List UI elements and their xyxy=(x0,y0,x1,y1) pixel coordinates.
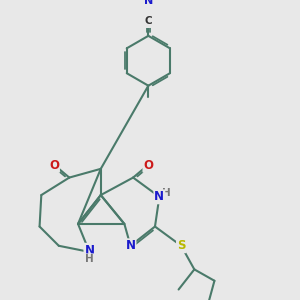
Text: S: S xyxy=(177,239,185,252)
Text: N: N xyxy=(84,244,94,257)
Text: H: H xyxy=(162,188,171,199)
Text: N: N xyxy=(125,239,136,252)
Text: N: N xyxy=(154,190,164,203)
Text: H: H xyxy=(85,254,94,264)
Text: O: O xyxy=(143,159,153,172)
Text: O: O xyxy=(49,159,59,172)
Text: C: C xyxy=(145,16,152,26)
Text: N: N xyxy=(144,0,153,6)
